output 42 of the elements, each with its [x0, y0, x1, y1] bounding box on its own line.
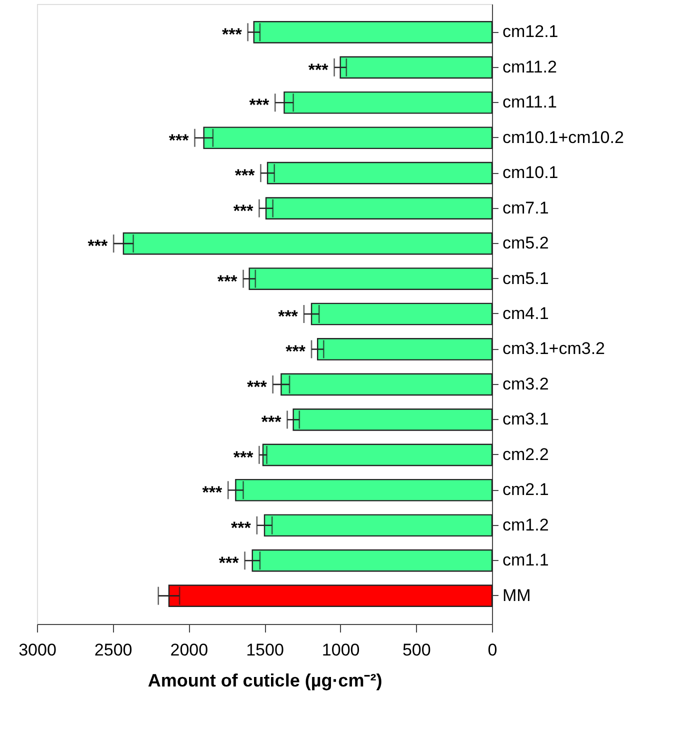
y-tick-label: MM	[502, 586, 531, 605]
annotation: ***	[231, 518, 252, 538]
y-tick-label: cm12.1	[502, 22, 558, 42]
annotation: ***	[222, 25, 242, 44]
annotation: ***	[217, 272, 238, 291]
x-tick-label: 0	[488, 640, 498, 660]
y-tick-label: cm10.1	[502, 163, 558, 182]
annotation: ***	[233, 448, 254, 467]
x-axis-title: Amount of cuticle (µg·cm⁻²)	[148, 670, 382, 690]
x-tick-label: 2000	[170, 640, 208, 660]
y-tick-label: cm1.2	[502, 515, 549, 534]
y-tick-label: cm3.1+cm3.2	[502, 339, 606, 358]
y-tick-label: cm2.1	[502, 480, 549, 500]
annotation: ***	[168, 130, 190, 150]
y-tick-label: cm5.1	[502, 268, 549, 288]
annotation: ***	[246, 377, 268, 396]
x-tick-label: 1000	[322, 640, 360, 660]
x-tick-label: 500	[402, 640, 431, 660]
annotation: ***	[234, 166, 256, 186]
y-tick-label: cm10.1+cm10.2	[502, 128, 624, 147]
y-tick-label: cm2.2	[502, 444, 549, 464]
y-tick-label: cm11.1	[502, 92, 557, 112]
annotation: ***	[261, 412, 282, 432]
y-tick-label: cm4.1	[502, 304, 549, 323]
x-tick-label: 3000	[18, 640, 56, 660]
annotation: ***	[88, 236, 108, 256]
y-tick-label: cm3.2	[502, 374, 549, 394]
annotation: ***	[308, 60, 329, 80]
y-tick-label: cm1.1	[502, 550, 549, 570]
annotation: ***	[286, 342, 306, 362]
annotation: ***	[202, 483, 222, 502]
x-tick-label: 1500	[246, 640, 284, 660]
y-tick-label: cm11.2	[502, 57, 557, 76]
annotation: ***	[278, 307, 298, 326]
y-tick-label: cm7.1	[502, 198, 549, 218]
annotation: ***	[249, 96, 270, 115]
bar	[262, 444, 493, 466]
y-tick-label: cm3.1	[502, 410, 549, 429]
annotation: ***	[218, 554, 240, 573]
annotation: ***	[233, 201, 254, 220]
x-tick-label: 2500	[94, 640, 132, 660]
y-tick-label: cm5.2	[502, 234, 549, 253]
